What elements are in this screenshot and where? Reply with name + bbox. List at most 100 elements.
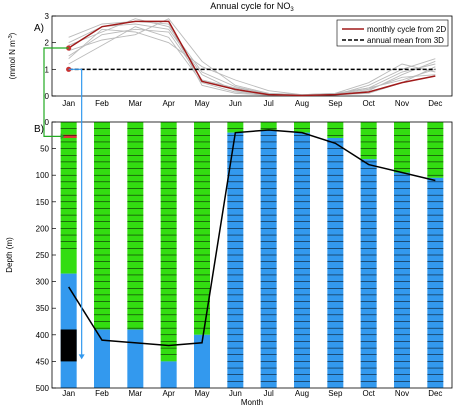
a-x-tick-label: Nov [395, 99, 409, 108]
b-depth-line [68, 129, 436, 347]
b-y-tick-label: 150 [36, 198, 50, 207]
b-x-tick-label: Feb [95, 389, 109, 398]
bar-column-feb [94, 122, 110, 388]
b-y-tick-label: 0 [45, 118, 50, 127]
bar-column-oct [360, 122, 377, 388]
b-x-tick-label: Jul [264, 389, 274, 398]
b-x-tick-label: May [194, 389, 209, 398]
panel-b-label: B) [34, 124, 44, 135]
b-y-tick-label: 350 [36, 304, 50, 313]
bar-green-segment [294, 122, 310, 133]
figure-title: Annual cycle for NO3 [210, 1, 294, 13]
a-ensemble-line [68, 18, 436, 96]
bar-green-segment [94, 122, 110, 330]
b-x-tick-label: Dec [428, 389, 442, 398]
b-x-tick-label: Nov [395, 389, 409, 398]
b-x-tick-label: Mar [128, 389, 142, 398]
panel-b-bars [60, 122, 444, 389]
panel-b-depth-chart: 0 50 100 150 200 250 300 350 400 450 500 Jan Feb Mar… [5, 99, 453, 407]
bar-column-sep [327, 122, 344, 388]
b-x-tick-label: Apr [162, 389, 175, 398]
a-ensemble-line [68, 18, 436, 96]
b-y-tick-label: 100 [36, 171, 50, 180]
a-monthly-cycle-line [68, 20, 436, 97]
bar-blue-segment [127, 329, 144, 388]
bar-column-nov [394, 122, 410, 388]
bar-column-jun [227, 122, 244, 388]
panel-a-y-ticks: 0 1 2 3 [45, 12, 56, 101]
bar-blue-segment [160, 361, 177, 388]
bar-blue-segment [194, 334, 210, 388]
bar-column-dec [427, 122, 444, 388]
a-x-tick-label: Jun [229, 99, 242, 108]
green-connector [43, 47, 69, 137]
bar-green-segment [360, 122, 377, 160]
b-y-tick-label: 200 [36, 224, 50, 233]
bar-green-segment [327, 122, 344, 138]
a-ensemble-line [68, 26, 436, 96]
panel-b-depth-line [68, 129, 436, 347]
a-x-tick-label: Dec [428, 99, 442, 108]
a-y-tick-label: 3 [45, 12, 50, 21]
bar-column-jan [60, 122, 77, 388]
bar-green-segment [260, 122, 277, 130]
a-y-tick-label: 1 [45, 65, 50, 74]
b-y-tick-label: 450 [36, 357, 50, 366]
a-x-tick-label: Jan [62, 99, 75, 108]
legend-box [336, 19, 449, 47]
a-x-tick-label: Jul [264, 99, 274, 108]
panel-b-x-ticks: Jan Feb Mar Apr May Jun Jul Aug Sep Oct Nov Dec Jan F… [62, 99, 442, 398]
b-x-tick-label: Jun [229, 389, 242, 398]
a-x-tick-label: Oct [362, 99, 375, 108]
bar-column-jul [260, 122, 277, 389]
bar-column-mar [127, 122, 144, 388]
a-y-tick-label: 0 [45, 92, 50, 101]
a-ensemble-line [68, 28, 436, 96]
a-x-tick-label: Apr [162, 99, 175, 108]
blue-connector-arrowhead [78, 354, 85, 360]
legend-entry-annual-mean: annual mean from 3D [367, 36, 444, 45]
bar-blue-segment [294, 132, 310, 388]
bar-blue-segment [427, 177, 444, 388]
bar-blue-segment [327, 137, 344, 388]
bar-green-segment [394, 122, 410, 173]
bar-column-apr [160, 122, 177, 388]
blue-connector [68, 68, 83, 357]
panel-a-y-axis-label: (mmol N m-3) [8, 32, 17, 79]
bar-black-block [60, 329, 77, 362]
b-x-tick-label: Oct [362, 389, 375, 398]
bar-blue-segment [94, 329, 110, 388]
a-y-tick-label: 2 [45, 39, 50, 48]
b-x-tick-label: Jan [62, 389, 75, 398]
bar-blue-segment [394, 172, 410, 388]
b-y-tick-label: 300 [36, 278, 50, 287]
legend-entry-monthly-cycle: monthly cycle from 2D [367, 25, 446, 34]
panel-b-background [52, 122, 452, 388]
b-y-tick-label: 500 [36, 384, 50, 393]
bar-green-segment [227, 122, 244, 133]
bar-blue-segment [360, 159, 377, 388]
bar-green-segment [60, 122, 77, 274]
bar-column-may [194, 122, 210, 388]
bar-red-block [60, 134, 77, 138]
a-x-tick-label: Sep [328, 99, 343, 108]
b-y-tick-label: 50 [40, 145, 49, 154]
a-x-tick-label: May [194, 99, 209, 108]
a-x-tick-label: Feb [95, 99, 109, 108]
panel-b-x-axis-label: Month [241, 398, 263, 407]
bar-blue-segment [260, 129, 277, 389]
b-y-tick-label: 250 [36, 251, 50, 260]
green-connector-arrowhead [60, 133, 65, 140]
bar-column-aug [294, 122, 310, 388]
bar-blue-segment [227, 132, 244, 388]
bar-green-segment [427, 122, 444, 178]
panel-connectors [43, 47, 85, 360]
panel-a-label: A) [34, 23, 44, 34]
panel-a-legend: monthly cycle from 2D annual mean from 3… [336, 19, 449, 47]
b-y-tick-label: 400 [36, 331, 50, 340]
a-x-tick-label: Mar [128, 99, 142, 108]
panel-a-line-chart: A) (mmol N m-3) 0 1 2 3 monthly cycle from … [8, 12, 453, 101]
b-x-tick-label: Aug [295, 389, 309, 398]
panel-b-y-axis-label: Depth (m) [5, 237, 14, 273]
